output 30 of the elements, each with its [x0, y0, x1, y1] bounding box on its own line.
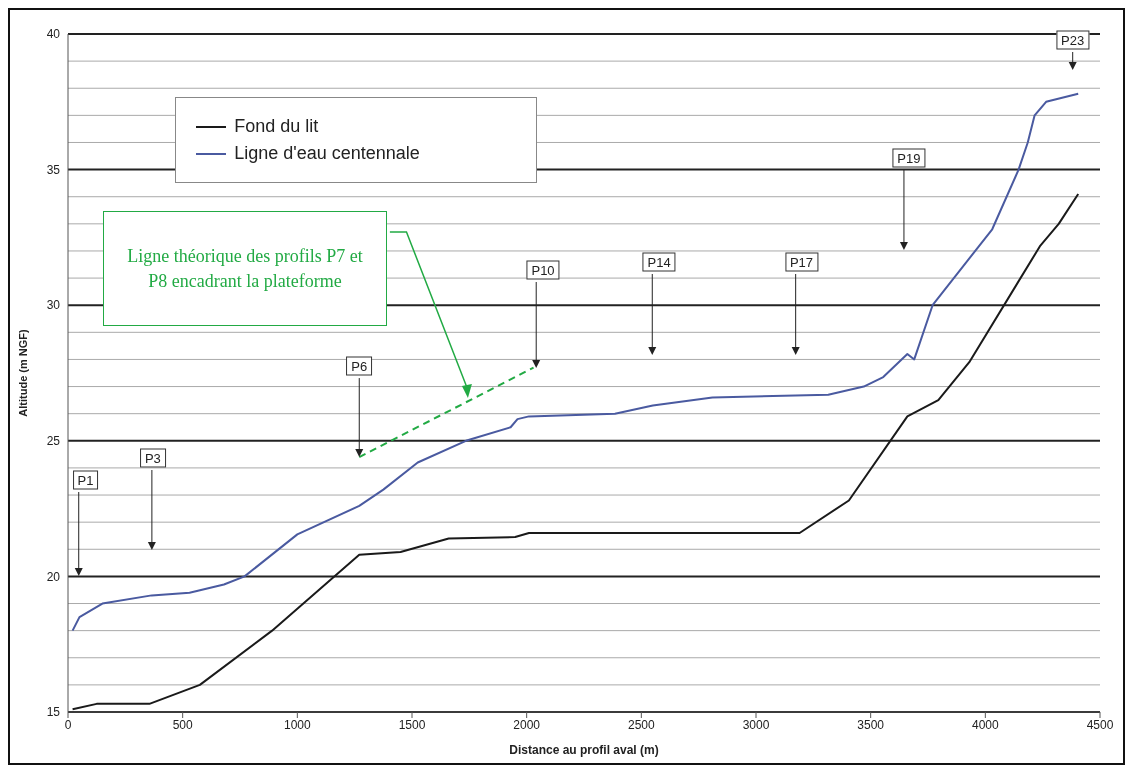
y-tick-label: 30	[46, 298, 61, 313]
x-tick-label: 0	[64, 717, 72, 732]
annotation: P10	[526, 260, 560, 280]
x-tick-label: 3000	[742, 717, 770, 732]
y-tick-label: 20	[46, 569, 61, 584]
x-tick-label: 2500	[627, 717, 655, 732]
x-tick-label: 3500	[857, 717, 885, 732]
annotation: P1	[72, 470, 99, 490]
annotation: P17	[784, 252, 819, 272]
y-tick-label: 25	[46, 434, 61, 449]
y-axis-title: Altitude (m NGF)	[16, 328, 29, 417]
legend-label: Ligne d'eau centennale	[234, 143, 420, 164]
annotation: P3	[139, 448, 166, 468]
annotation: P6	[346, 356, 373, 376]
x-tick-label: 4500	[1086, 717, 1114, 732]
line-series	[71, 92, 1080, 632]
x-tick-label: 1500	[398, 717, 426, 732]
annotation: P14	[642, 252, 676, 272]
x-tick-label: 4000	[971, 717, 999, 732]
x-axis-title: Distance au profil aval (m)	[509, 743, 659, 757]
y-tick-label: 15	[46, 705, 61, 720]
annotation: P19	[892, 148, 926, 168]
y-tick-label: 40	[46, 27, 61, 42]
x-tick-label: 1000	[283, 717, 311, 732]
annotation: P23	[1056, 30, 1090, 50]
annotation: Ligne théorique des profils P7 et P8 encadrant la plateforme	[126, 244, 364, 293]
x-tick-label: 500	[172, 717, 193, 732]
legend-label: Fond du lit	[234, 116, 319, 137]
y-tick-label: 35	[46, 162, 61, 177]
x-tick-label: 2000	[513, 717, 541, 732]
